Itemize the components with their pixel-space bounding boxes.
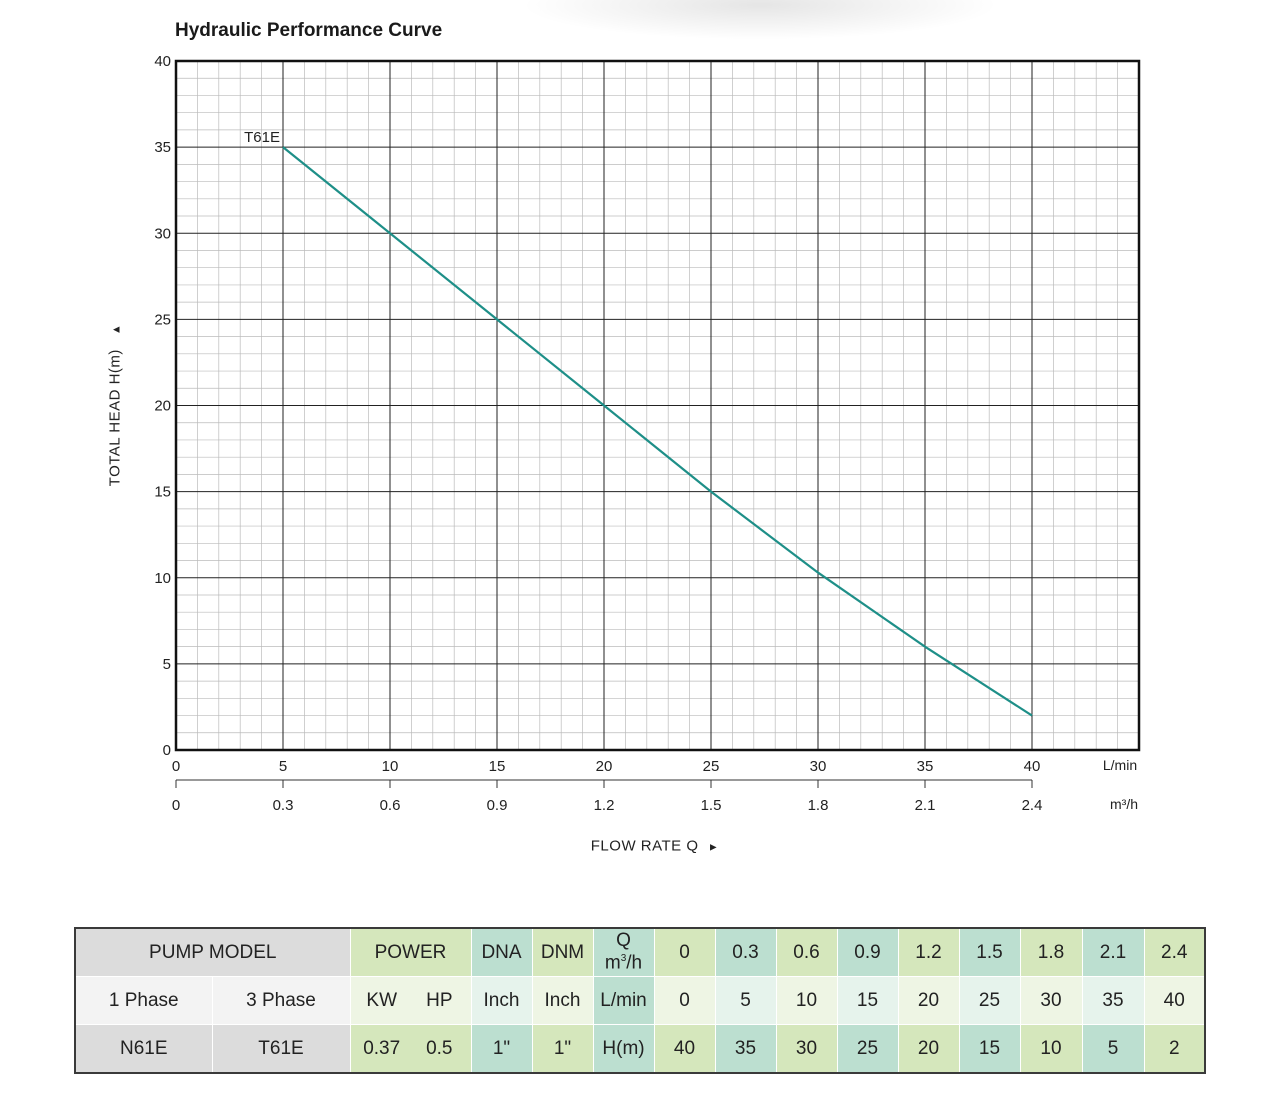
head-cell: 20 bbox=[897, 1024, 960, 1074]
table-header-row: PUMP MODEL POWER DNA DNM Q m3/h 0 0.3 0.… bbox=[74, 927, 1206, 977]
flow-lmin-cell: 30 bbox=[1019, 976, 1083, 1025]
x-tick-label-m3h: 0.6 bbox=[380, 797, 401, 814]
subheader-3-phase: 3 Phase bbox=[211, 976, 351, 1025]
power-kw: 0.37 bbox=[363, 1037, 401, 1059]
header-q: Q m3/h bbox=[592, 927, 655, 977]
x-tick-label-m3h: 1.5 bbox=[701, 797, 722, 814]
tick-labels: 0 5 10 15 20 25 30 35 40 0 5 10 15 20 25 30 35 40 0 0.3 0.6 0… bbox=[154, 53, 1042, 814]
y-tick-label: 20 bbox=[154, 398, 171, 415]
top-shadow bbox=[520, 0, 1000, 40]
table-data-row: N61E T61E 0.37 0.5 1" 1" H(m) 40 35 30 25… bbox=[74, 1024, 1206, 1074]
x-tick-label-m3h: 0.3 bbox=[273, 797, 294, 814]
flow-lmin-cell: 35 bbox=[1081, 976, 1145, 1025]
head-cell: 30 bbox=[775, 1024, 838, 1074]
head-cell: 25 bbox=[836, 1024, 899, 1074]
x-tick-label-m3h: 0 bbox=[172, 797, 180, 814]
header-dnm: DNM bbox=[531, 927, 594, 977]
y-tick-label: 0 bbox=[163, 742, 171, 759]
head-cell: 35 bbox=[714, 1024, 777, 1074]
flow-m3h-cell: 0.9 bbox=[836, 927, 899, 977]
x-tick-label-lmin: 35 bbox=[917, 758, 934, 775]
x-axis-arrow: ► bbox=[707, 841, 720, 854]
head-cell: 5 bbox=[1081, 1024, 1145, 1074]
head-cell: 15 bbox=[958, 1024, 1021, 1074]
plot-frame bbox=[174, 59, 1141, 752]
power-hp: 0.5 bbox=[426, 1037, 453, 1059]
head-cell: 40 bbox=[653, 1024, 716, 1074]
flow-m3h-cell: 2.4 bbox=[1143, 927, 1206, 977]
flow-lmin-cell: 5 bbox=[714, 976, 777, 1025]
flow-m3h-cell: 0.6 bbox=[775, 927, 838, 977]
head-cell: 2 bbox=[1143, 1024, 1206, 1074]
model-3-phase: T61E bbox=[211, 1024, 351, 1074]
chart-title: Hydraulic Performance Curve bbox=[175, 20, 443, 41]
subheader-dna-unit: Inch bbox=[470, 976, 533, 1025]
y-tick-label: 30 bbox=[154, 225, 171, 242]
x-unit-lmin: L/min bbox=[1102, 757, 1138, 773]
performance-chart: 0 5 10 15 20 25 30 35 40 0 5 10 15 20 25 30 35 40 0 0.3 0.6 0… bbox=[154, 53, 1141, 814]
x-tick-label-lmin: 25 bbox=[703, 758, 720, 775]
flow-lmin-cell: 0 bbox=[653, 976, 716, 1025]
subheader-dnm-unit: Inch bbox=[531, 976, 594, 1025]
y-tick-label: 15 bbox=[154, 484, 171, 501]
y-tick-label: 35 bbox=[154, 139, 171, 156]
pump-spec-table: PUMP MODEL POWER DNA DNM Q m3/h 0 0.3 0.… bbox=[74, 927, 1206, 1074]
flow-m3h-cell: 1.2 bbox=[897, 927, 960, 977]
curve-t61e bbox=[282, 146, 1033, 717]
x-tick-label-m3h: 2.4 bbox=[1022, 797, 1043, 814]
series-label-t61e: T61E bbox=[244, 129, 280, 146]
x-tick-label-lmin: 5 bbox=[279, 758, 287, 775]
flow-lmin-cell: 10 bbox=[775, 976, 838, 1025]
x-tick-label-m3h: 1.2 bbox=[594, 797, 615, 814]
flow-lmin-cell: 20 bbox=[897, 976, 960, 1025]
header-dna: DNA bbox=[470, 927, 533, 977]
y-tick-label: 10 bbox=[154, 570, 171, 587]
major-grid bbox=[176, 61, 1139, 750]
head-label: H(m) bbox=[592, 1024, 655, 1074]
x-tick-label-lmin: 40 bbox=[1024, 758, 1041, 775]
y-tick-label: 40 bbox=[154, 53, 171, 70]
x-tick-label-m3h: 2.1 bbox=[915, 797, 936, 814]
flow-lmin-cell: 40 bbox=[1143, 976, 1206, 1025]
subheader-power-units: KW HP bbox=[349, 976, 472, 1025]
flow-m3h-cell: 1.5 bbox=[958, 927, 1021, 977]
power-values: 0.37 0.5 bbox=[349, 1024, 472, 1074]
x-tick-label-lmin: 10 bbox=[382, 758, 399, 775]
header-power: POWER bbox=[349, 927, 472, 977]
header-pump-model: PUMP MODEL bbox=[74, 927, 351, 977]
x-tick-label-lmin: 30 bbox=[810, 758, 827, 775]
x-axis-label: FLOW RATE Q ► bbox=[590, 837, 720, 855]
head-cell: 10 bbox=[1019, 1024, 1083, 1074]
y-tick-label: 25 bbox=[154, 311, 171, 328]
y-axis-arrow: ▲ bbox=[110, 323, 123, 336]
model-1-phase: N61E bbox=[74, 1024, 213, 1074]
flow-m3h-cell: 0 bbox=[653, 927, 716, 977]
subheader-kw: KW bbox=[366, 989, 397, 1011]
table-subheader-row: 1 Phase 3 Phase KW HP Inch Inch L/min 0 5… bbox=[74, 976, 1206, 1025]
subheader-1-phase: 1 Phase bbox=[74, 976, 213, 1025]
flow-lmin-cell: 15 bbox=[836, 976, 899, 1025]
flow-m3h-cell: 1.8 bbox=[1019, 927, 1083, 977]
x-tick-label-lmin: 15 bbox=[489, 758, 506, 775]
x-tick-label-lmin: 20 bbox=[596, 758, 613, 775]
flow-m3h-cell: 0.3 bbox=[714, 927, 777, 977]
x-tick-label-m3h: 1.8 bbox=[808, 797, 829, 814]
dnm-value: 1" bbox=[531, 1024, 594, 1074]
flow-m3h-cell: 2.1 bbox=[1081, 927, 1145, 977]
x-tick-label-lmin: 0 bbox=[172, 758, 180, 775]
subheader-hp: HP bbox=[426, 989, 453, 1011]
y-axis-label: TOTAL HEAD H(m) ▲ bbox=[106, 323, 124, 487]
y-tick-label: 5 bbox=[163, 656, 171, 673]
subheader-q-unit: L/min bbox=[592, 976, 655, 1025]
dna-value: 1" bbox=[470, 1024, 533, 1074]
flow-lmin-cell: 25 bbox=[958, 976, 1021, 1025]
x-tick-label-m3h: 0.9 bbox=[487, 797, 508, 814]
x-unit-m3h: m³/h bbox=[1110, 796, 1138, 812]
